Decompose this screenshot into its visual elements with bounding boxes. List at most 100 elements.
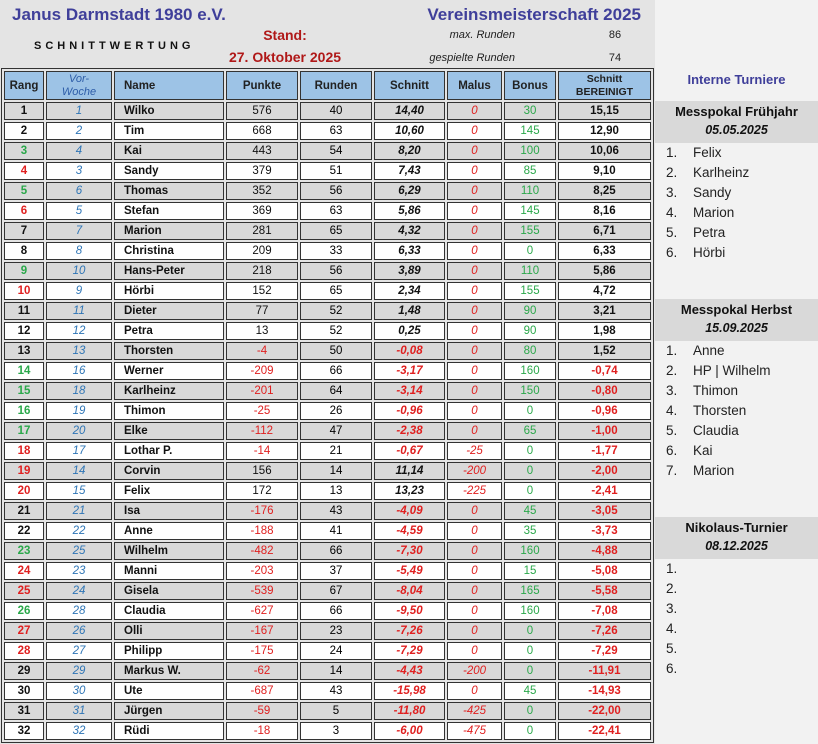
name-cell: Karlheinz [114,382,224,400]
tournament-result: 2. HP | Wilhelm [655,361,818,381]
table-row: 21 21 Isa -176 43 -4,09 0 45 -3,05 [4,502,651,520]
bonus-cell: 160 [504,542,556,560]
vorwoche-cell: 11 [46,302,112,320]
result-name: Felix [693,145,722,160]
malus-cell: 0 [447,522,502,540]
malus-cell: 0 [447,202,502,220]
result-place: 1. [666,145,678,160]
rang-cell: 4 [4,162,44,180]
vorwoche-cell: 13 [46,342,112,360]
name-cell: Christina [114,242,224,260]
runden-cell: 54 [300,142,372,160]
table-row: 6 5 Stefan 369 63 5,86 0 145 8,16 [4,202,651,220]
runden-cell: 3 [300,722,372,740]
tournament-header: Messpokal Frühjahr 05.05.2025 [655,101,818,143]
punkte-cell: 77 [226,302,298,320]
punkte-cell: -176 [226,502,298,520]
standings-table: Rang Vor- Woche Name Punkte Runden Schnit… [1,68,654,743]
bonus-cell: 30 [504,102,556,120]
runden-cell: 66 [300,362,372,380]
name-cell: Manni [114,562,224,580]
bereinigt-cell: -5,58 [558,582,651,600]
tournament-result: 1. [655,559,818,579]
malus-cell: 0 [447,582,502,600]
table-row: 13 13 Thorsten -4 50 -0,08 0 80 1,52 [4,342,651,360]
bonus-cell: 80 [504,342,556,360]
schnitt-cell: -6,00 [374,722,445,740]
gespielte-runden-value: 74 [608,52,622,64]
tournament-result: 6. Kai [655,441,818,461]
result-name: Petra [693,225,726,240]
rang-cell: 30 [4,682,44,700]
malus-cell: 0 [447,222,502,240]
result-place: 1. [666,561,678,576]
col-rang: Rang [4,71,44,100]
name-cell: Gisela [114,582,224,600]
runden-cell: 5 [300,702,372,720]
result-place: 6. [666,661,678,676]
rang-cell: 16 [4,402,44,420]
name-cell: Hans-Peter [114,262,224,280]
rang-cell: 25 [4,582,44,600]
bereinigt-cell: -7,26 [558,622,651,640]
rang-cell: 5 [4,182,44,200]
runden-cell: 56 [300,182,372,200]
vorwoche-cell: 12 [46,322,112,340]
schnitt-cell: 8,20 [374,142,445,160]
runden-cell: 51 [300,162,372,180]
vorwoche-cell: 16 [46,362,112,380]
bonus-cell: 155 [504,222,556,240]
schnitt-cell: 10,60 [374,122,445,140]
bonus-cell: 0 [504,242,556,260]
table-row: 18 17 Lothar P. -14 21 -0,67 -25 0 -1,77 [4,442,651,460]
punkte-cell: 576 [226,102,298,120]
bereinigt-cell: 8,16 [558,202,651,220]
runden-cell: 43 [300,502,372,520]
punkte-cell: 352 [226,182,298,200]
schnitt-cell: -5,49 [374,562,445,580]
bereinigt-cell: 3,21 [558,302,651,320]
rang-cell: 21 [4,502,44,520]
subtitle: SCHNITTWERTUNG [34,40,195,52]
tournament-name: Nikolaus-Turnier [685,520,788,535]
runden-cell: 13 [300,482,372,500]
vorwoche-cell: 8 [46,242,112,260]
result-name: Karlheinz [693,165,750,180]
result-name: Marion [693,205,735,220]
table-row: 23 25 Wilhelm -482 66 -7,30 0 160 -4,88 [4,542,651,560]
tournament-result: 3. Sandy [655,183,818,203]
runden-cell: 65 [300,282,372,300]
malus-cell: -425 [447,702,502,720]
punkte-cell: -203 [226,562,298,580]
bonus-cell: 145 [504,202,556,220]
bereinigt-cell: -5,08 [558,562,651,580]
bereinigt-cell: -3,05 [558,502,651,520]
result-name: HP | Wilhelm [693,363,771,378]
table-row: 1 1 Wilko 576 40 14,40 0 30 15,15 [4,102,651,120]
club-name: Janus Darmstadt 1980 e.V. [12,5,226,24]
result-name: Marion [693,463,735,478]
vorwoche-cell: 15 [46,482,112,500]
bonus-cell: 150 [504,382,556,400]
bereinigt-cell: 4,72 [558,282,651,300]
malus-cell: 0 [447,402,502,420]
name-cell: Isa [114,502,224,520]
table-row: 16 19 Thimon -25 26 -0,96 0 0 -0,96 [4,402,651,420]
bonus-cell: 45 [504,682,556,700]
malus-cell: 0 [447,322,502,340]
runden-cell: 64 [300,382,372,400]
bereinigt-cell: -22,41 [558,722,651,740]
malus-cell: 0 [447,622,502,640]
rang-cell: 15 [4,382,44,400]
punkte-cell: -188 [226,522,298,540]
runden-cell: 26 [300,402,372,420]
tournament-result: 5. [655,639,818,659]
runden-cell: 24 [300,642,372,660]
bonus-cell: 90 [504,322,556,340]
bereinigt-cell: 12,90 [558,122,651,140]
vorwoche-cell: 29 [46,662,112,680]
runden-cell: 43 [300,682,372,700]
tournament-date: 05.05.2025 [705,123,768,137]
table-row: 22 22 Anne -188 41 -4,59 0 35 -3,73 [4,522,651,540]
table-row: 15 18 Karlheinz -201 64 -3,14 0 150 -0,80 [4,382,651,400]
